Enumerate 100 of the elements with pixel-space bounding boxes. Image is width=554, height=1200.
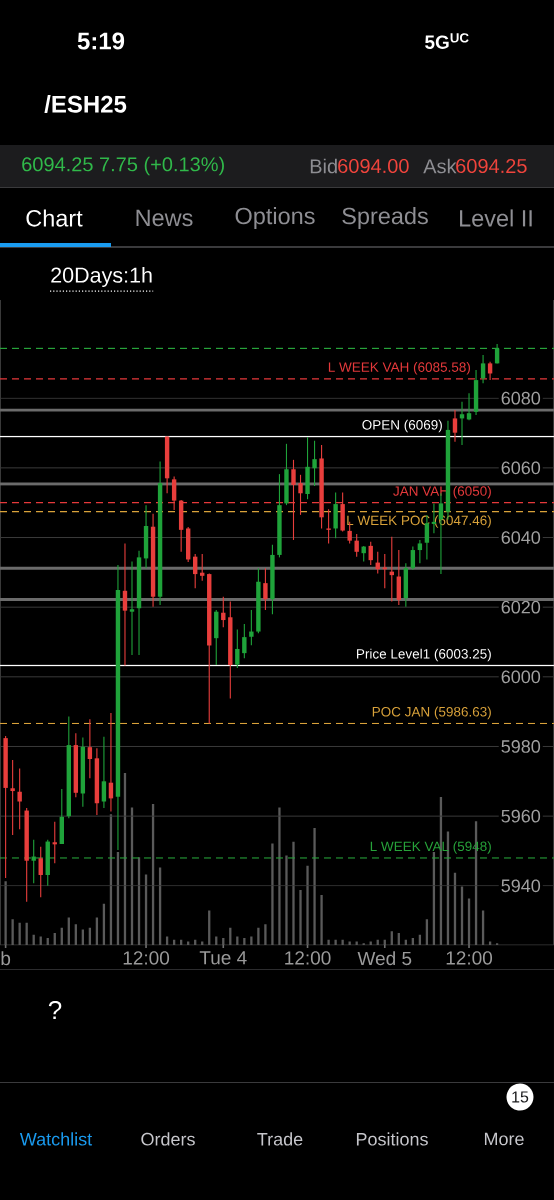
bar <box>292 841 295 945</box>
candlestick <box>473 369 479 416</box>
candlestick <box>263 567 268 611</box>
bar <box>320 895 323 945</box>
candlestick <box>17 767 22 830</box>
bar <box>264 924 267 945</box>
candlestick <box>326 508 331 544</box>
bar <box>341 939 344 945</box>
candlestick <box>185 526 191 563</box>
candlestick <box>452 409 458 443</box>
bar <box>165 936 169 945</box>
text: 6094.00 <box>338 158 409 174</box>
chart-title: /ESH25 <box>44 95 127 113</box>
bar <box>236 936 239 945</box>
text: Positions <box>356 1132 428 1146</box>
text: Orders <box>141 1132 195 1146</box>
x-tick-label: 12:00 <box>285 951 331 965</box>
candlestick <box>410 546 416 571</box>
bar <box>215 936 218 945</box>
bar <box>39 936 42 945</box>
ref-line-label: Price Level1 (6003.25) <box>357 648 491 662</box>
text: Trade <box>257 1132 303 1146</box>
text: 5G$^{UC}$ <box>425 33 469 49</box>
bar <box>11 919 14 945</box>
y-tick-label: 6020 <box>501 600 541 614</box>
candlestick <box>417 539 423 564</box>
x-tick-label: 12:00 <box>446 951 493 965</box>
bar <box>271 843 274 945</box>
candlestick <box>382 553 387 589</box>
text: Bid <box>310 158 337 174</box>
y-tick-label: 6000 <box>501 670 541 684</box>
x-tick-label: 12:00 <box>123 951 170 965</box>
bar <box>250 936 253 945</box>
bar <box>299 889 302 945</box>
y-tick-label: 6040 <box>501 531 541 544</box>
candlestick <box>277 473 282 558</box>
candlestick <box>249 609 254 646</box>
candlestick <box>396 549 402 606</box>
candlestick <box>150 513 156 608</box>
candlestick <box>480 354 486 384</box>
candlestick <box>87 718 93 779</box>
candlestick <box>164 435 170 494</box>
text: 6094.25 <box>456 158 527 174</box>
text: Ask <box>423 158 457 174</box>
bar <box>285 855 288 945</box>
bar <box>278 807 281 945</box>
candlestick <box>122 542 128 667</box>
candlestick <box>94 747 100 816</box>
candlestick <box>305 436 310 500</box>
y-tick-label: 5940 <box>501 879 541 893</box>
bar <box>257 927 260 945</box>
candlestick <box>333 492 338 539</box>
candlestick <box>38 846 43 898</box>
text: Options <box>235 207 315 229</box>
text: 6094.25 7.75 (+0.13%) <box>22 156 224 176</box>
y-tick-label: 5980 <box>501 740 541 753</box>
x-tick-label: Tue 4 <box>199 951 247 965</box>
candlestick <box>66 715 72 819</box>
x-tick-label: b <box>1 951 11 966</box>
candlestick <box>136 550 142 656</box>
candlestick <box>3 735 8 879</box>
ref-line-label: L WEEK VAH (6085.58) <box>328 362 470 375</box>
candlestick <box>242 623 247 659</box>
candlestick <box>403 562 409 608</box>
text: More <box>484 1132 524 1146</box>
candlestick <box>143 504 149 569</box>
text: Watchlist <box>19 1132 93 1146</box>
text: ? <box>48 1000 62 1020</box>
candlestick <box>235 628 240 669</box>
candlestick <box>10 759 15 836</box>
text: 15 <box>512 1091 529 1103</box>
x-tick-label: Wed 5 <box>357 951 412 966</box>
bar <box>327 939 330 945</box>
candlestick <box>207 572 212 725</box>
candlestick <box>284 443 289 506</box>
ref-line-label: POC JAN (5986.63) <box>372 706 491 720</box>
y-tick-label: 6080 <box>501 391 541 405</box>
y-tick-label: 5960 <box>501 809 541 823</box>
text: Chart <box>26 209 83 227</box>
text: Spreads <box>342 207 428 229</box>
candlestick <box>80 736 86 808</box>
candlestick <box>73 732 79 798</box>
text: 5:19 <box>77 32 125 50</box>
candlestick <box>24 807 29 903</box>
text: News <box>136 209 193 227</box>
text: 20Days:1h <box>51 266 152 288</box>
candlestick <box>157 461 163 606</box>
ref-line-label: L WEEK POC (6047.46) <box>347 515 491 528</box>
candlestick <box>214 609 219 666</box>
candlestick <box>312 440 317 487</box>
candlestick <box>354 533 359 558</box>
candlestick <box>270 544 275 615</box>
candlestick <box>59 788 64 845</box>
y-tick-label: 6060 <box>501 461 541 475</box>
candlestick <box>115 564 121 851</box>
candlestick <box>228 601 233 699</box>
ref-line-label: OPEN (6069) <box>362 419 442 433</box>
candlestick <box>101 736 107 809</box>
text: Level II <box>460 209 532 227</box>
bar <box>313 828 316 945</box>
